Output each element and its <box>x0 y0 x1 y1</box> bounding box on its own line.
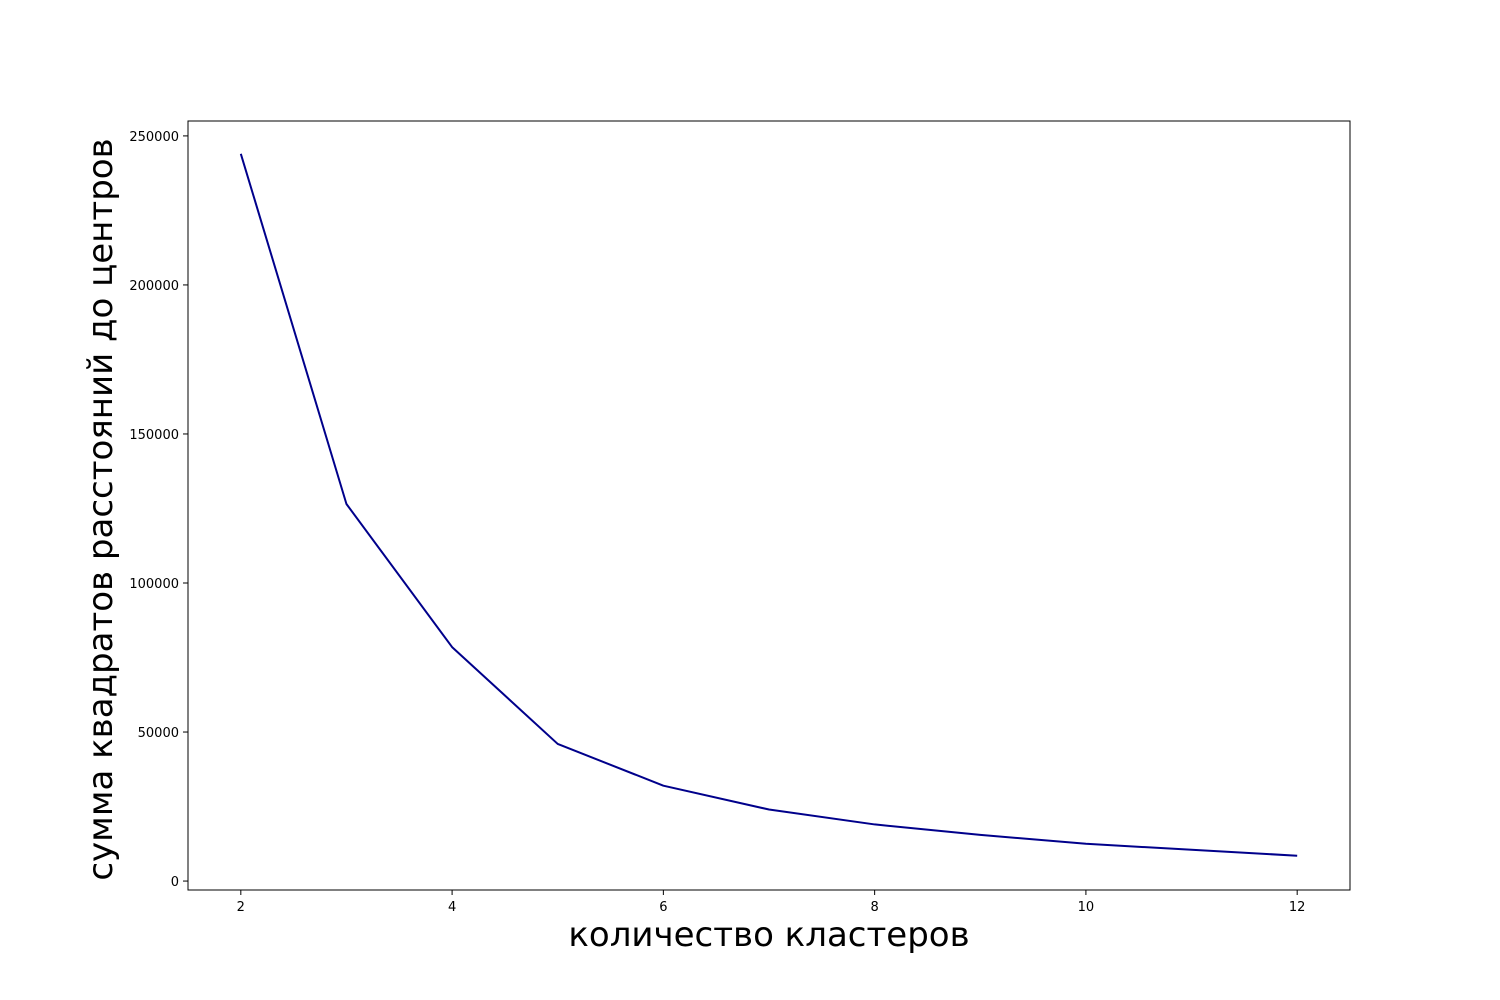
plot-area <box>239 153 1298 857</box>
y-tick-label: 150000 <box>129 428 179 443</box>
x-tick-label: 2 <box>237 900 245 915</box>
x-axis-label: количество кластеров <box>568 915 969 955</box>
y-tick-label: 200000 <box>129 279 179 294</box>
y-axis: 0 50000 100000 150000 200000 250000 <box>129 130 188 890</box>
x-tick-label: 12 <box>1289 900 1306 915</box>
x-tick-label: 10 <box>1078 900 1095 915</box>
axes-frame <box>187 120 1351 891</box>
y-axis-label: сумма квадратов расстояний до центров <box>81 138 121 880</box>
y-tick-label: 250000 <box>129 130 179 145</box>
y-tick-label: 0 <box>171 875 179 890</box>
x-tick-label: 4 <box>448 900 456 915</box>
y-tick-label: 100000 <box>129 577 179 592</box>
x-axis: 2 4 6 8 10 12 <box>237 890 1306 915</box>
x-tick-label: 8 <box>870 900 878 915</box>
series-line-0 <box>239 153 1298 857</box>
x-tick-label: 6 <box>659 900 667 915</box>
y-tick-label: 50000 <box>138 726 179 741</box>
